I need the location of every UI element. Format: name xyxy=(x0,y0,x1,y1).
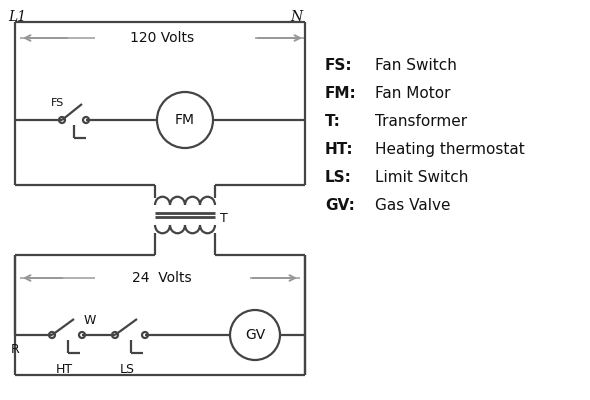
Text: T:: T: xyxy=(325,114,341,129)
Text: HT:: HT: xyxy=(325,142,353,157)
Text: Transformer: Transformer xyxy=(375,114,467,129)
Text: HT: HT xyxy=(55,363,73,376)
Text: GV: GV xyxy=(245,328,265,342)
Text: FS: FS xyxy=(51,98,65,108)
Text: Fan Motor: Fan Motor xyxy=(375,86,451,101)
Text: LS:: LS: xyxy=(325,170,352,185)
Text: 120 Volts: 120 Volts xyxy=(130,31,194,45)
Text: W: W xyxy=(84,314,96,327)
Text: FM:: FM: xyxy=(325,86,357,101)
Text: GV:: GV: xyxy=(325,198,355,213)
Text: FM: FM xyxy=(175,113,195,127)
Text: L1: L1 xyxy=(8,10,26,24)
Text: Limit Switch: Limit Switch xyxy=(375,170,468,185)
Text: 24  Volts: 24 Volts xyxy=(132,271,192,285)
Text: LS: LS xyxy=(120,363,135,376)
Text: FS:: FS: xyxy=(325,58,353,73)
Text: Fan Switch: Fan Switch xyxy=(375,58,457,73)
Text: Heating thermostat: Heating thermostat xyxy=(375,142,525,157)
Text: N: N xyxy=(290,10,302,24)
Text: R: R xyxy=(11,343,19,356)
Text: T: T xyxy=(220,212,228,224)
Text: Gas Valve: Gas Valve xyxy=(375,198,451,213)
